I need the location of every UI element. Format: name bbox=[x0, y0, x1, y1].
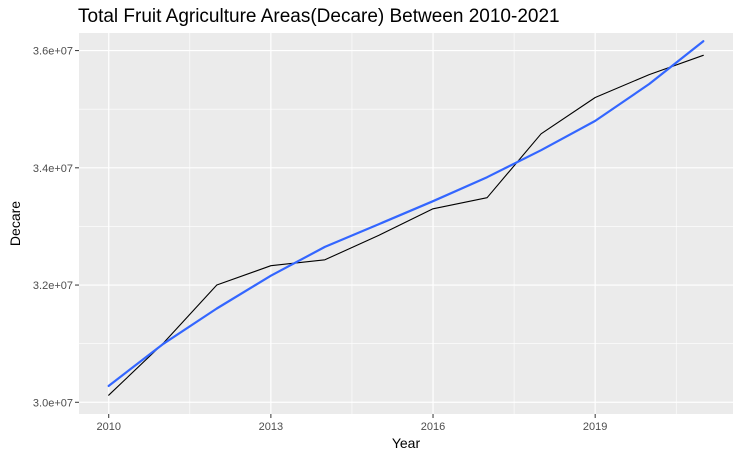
axis-ticks bbox=[75, 50, 596, 418]
x-tick-label: 2013 bbox=[259, 421, 283, 433]
tick-labels: 2010 2013 2016 2019 3.0e+07 3.2e+07 3.4e+07 3.6… bbox=[33, 46, 607, 433]
y-tick-label: 3.4e+07 bbox=[33, 163, 73, 175]
minor-gridlines bbox=[79, 33, 733, 414]
x-axis-title: Year bbox=[392, 435, 421, 451]
chart-title: Total Fruit Agriculture Areas(Decare) Be… bbox=[78, 6, 560, 27]
x-tick-label: 2010 bbox=[96, 421, 120, 433]
x-tick-label: 2019 bbox=[583, 421, 607, 433]
major-gridlines bbox=[79, 33, 733, 414]
trend-line bbox=[107, 40, 705, 387]
plot-panel bbox=[79, 33, 733, 414]
x-tick-label: 2016 bbox=[421, 421, 445, 433]
y-tick-label: 3.6e+07 bbox=[33, 46, 73, 58]
y-tick-label: 3.2e+07 bbox=[33, 280, 73, 292]
y-tick-label: 3.0e+07 bbox=[33, 397, 73, 409]
series-layer bbox=[107, 40, 705, 396]
y-axis-title: Decare bbox=[7, 201, 23, 246]
data-line bbox=[108, 54, 704, 396]
